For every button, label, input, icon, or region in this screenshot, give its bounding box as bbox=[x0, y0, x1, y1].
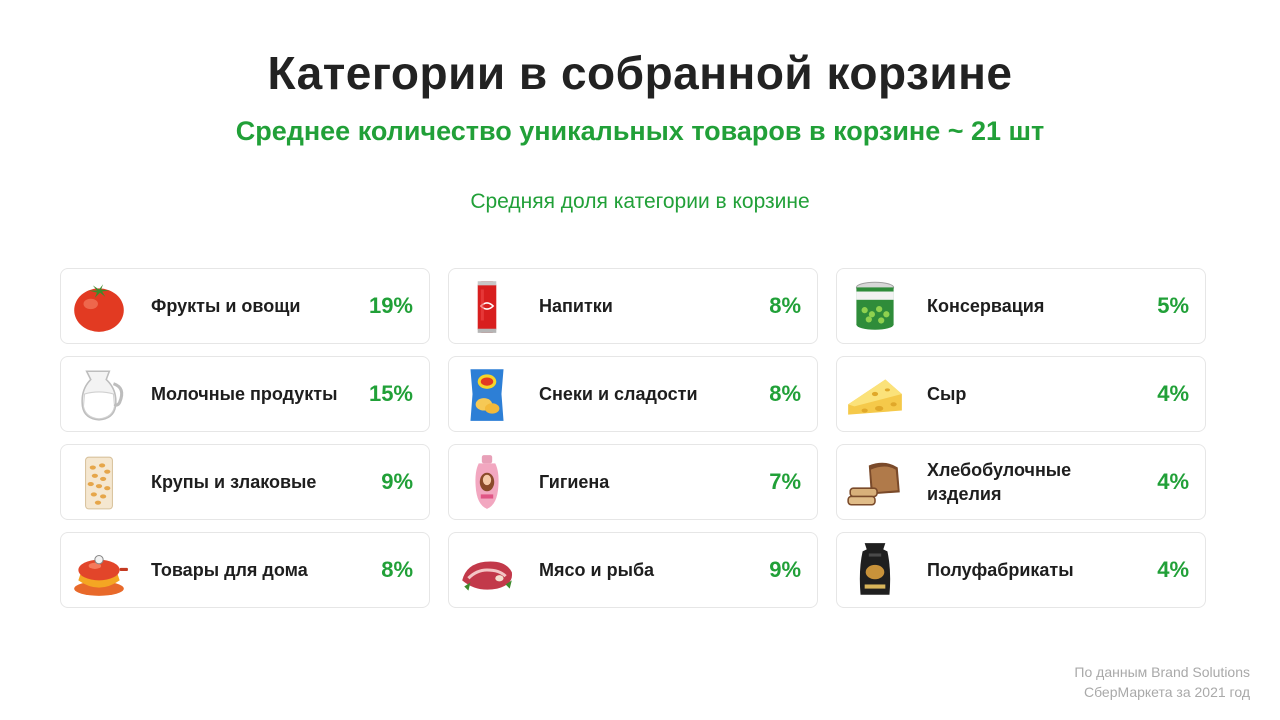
category-label: Консервация bbox=[927, 296, 1045, 316]
category-percent: 8% bbox=[769, 381, 801, 406]
meat-icon bbox=[449, 532, 525, 608]
chips-bag-icon bbox=[449, 356, 525, 432]
category-label: Мясо и рыба bbox=[539, 560, 655, 580]
pasta-pack-icon bbox=[61, 444, 137, 520]
category-label: Хлебобулочные изделия bbox=[927, 460, 1072, 504]
category-grid: Фрукты и овощи 19% Молочные продукты 15% bbox=[60, 268, 1206, 608]
category-card-grains: Крупы и злаковые 9% bbox=[60, 444, 430, 520]
category-label: Полуфабрикаты bbox=[927, 560, 1074, 580]
category-card-semi-finished: Полуфабрикаты 4% bbox=[836, 532, 1206, 608]
category-percent: 8% bbox=[381, 557, 413, 582]
category-label: Фрукты и овощи bbox=[151, 296, 301, 316]
category-percent: 19% bbox=[368, 293, 413, 318]
category-percent: 5% bbox=[1157, 293, 1189, 318]
category-card-hygiene: Гигиена 7% bbox=[448, 444, 818, 520]
category-percent: 15% bbox=[368, 381, 413, 406]
category-card-cheese: Сыр 4% bbox=[836, 356, 1206, 432]
category-percent: 9% bbox=[381, 469, 413, 494]
soda-can-icon bbox=[449, 268, 525, 344]
frozen-pack-icon bbox=[837, 532, 913, 608]
page-title: Категории в собранной корзине bbox=[267, 47, 1013, 99]
category-label: Товары для дома bbox=[151, 560, 308, 580]
section-label: Средняя доля категории в корзине bbox=[470, 190, 810, 213]
category-percent: 4% bbox=[1157, 469, 1189, 494]
source-line-2: СберМаркета за 2021 год bbox=[1083, 684, 1250, 700]
category-label: Сыр bbox=[927, 384, 967, 404]
source-note: По данным Brand Solutions СберМаркета за… bbox=[1074, 662, 1250, 702]
category-label: Снеки и сладости bbox=[539, 384, 698, 404]
page-subtitle: Среднее количество уникальных товаров в … bbox=[235, 116, 1045, 146]
category-percent: 4% bbox=[1157, 557, 1189, 582]
cookware-icon bbox=[61, 532, 137, 608]
canned-peas-icon bbox=[837, 268, 913, 344]
category-card-snacks: Снеки и сладости 8% bbox=[448, 356, 818, 432]
category-label: Крупы и злаковые bbox=[151, 472, 317, 492]
category-card-drinks: Напитки 8% bbox=[448, 268, 818, 344]
category-card-meat-fish: Мясо и рыба 9% bbox=[448, 532, 818, 608]
cheese-icon bbox=[837, 356, 913, 432]
category-percent: 8% bbox=[769, 293, 801, 318]
category-card-dairy: Молочные продукты 15% bbox=[60, 356, 430, 432]
category-card-canned: Консервация 5% bbox=[836, 268, 1206, 344]
milk-jug-icon bbox=[61, 356, 137, 432]
shampoo-bottle-icon bbox=[449, 444, 525, 520]
category-percent: 4% bbox=[1157, 381, 1189, 406]
category-percent: 7% bbox=[769, 469, 801, 494]
category-card-bakery: Хлебобулочные изделия 4% bbox=[836, 444, 1206, 520]
category-percent: 9% bbox=[769, 557, 801, 582]
category-label: Напитки bbox=[539, 296, 613, 316]
category-card-household: Товары для дома 8% bbox=[60, 532, 430, 608]
category-card-fruits-vegetables: Фрукты и овощи 19% bbox=[60, 268, 430, 344]
category-label: Гигиена bbox=[539, 472, 610, 492]
source-line-1: По данным Brand Solutions bbox=[1074, 664, 1250, 680]
bread-icon bbox=[837, 444, 913, 520]
category-label: Молочные продукты bbox=[151, 384, 338, 404]
tomato-icon bbox=[61, 268, 137, 344]
